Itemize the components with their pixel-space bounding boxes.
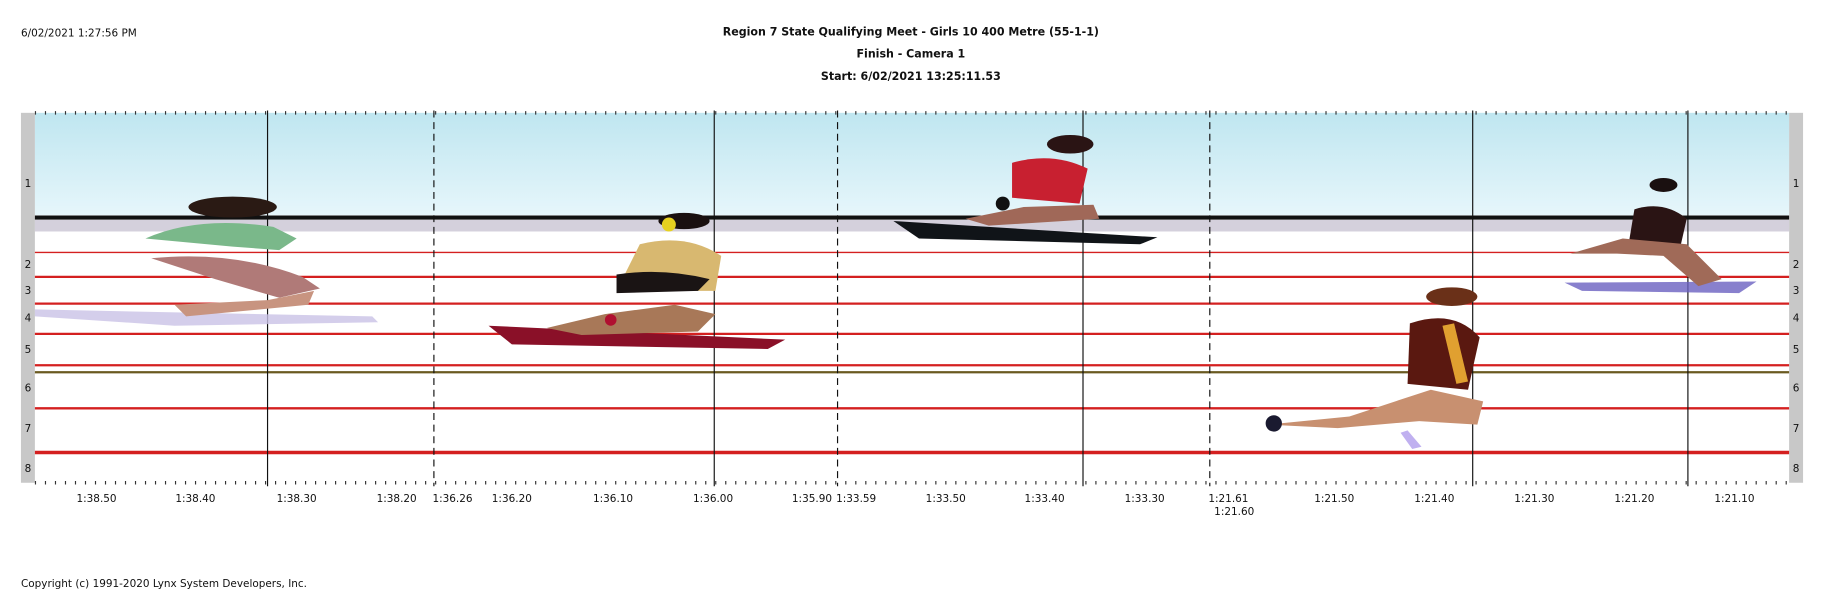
lane-label: 4 — [1793, 313, 1800, 325]
runner-lane-3 — [1564, 177, 1757, 294]
lane-label: 8 — [1793, 463, 1800, 475]
time-label: 1:33.40 — [1025, 493, 1065, 505]
lane-lines — [34, 251, 1790, 455]
runner-lane-5 — [488, 212, 786, 349]
time-label: 1:21.60 — [1214, 506, 1254, 518]
time-markers — [266, 110, 1689, 487]
time-label: 1:36.20 — [492, 493, 532, 505]
time-label: 1:21.10 — [1714, 493, 1754, 505]
lane-label: 2 — [1793, 259, 1800, 271]
lane-label: 5 — [25, 344, 32, 356]
time-label: 1:21.20 — [1614, 493, 1654, 505]
time-label: 1:36.10 — [593, 493, 633, 505]
lane-labels-left: 1 2 3 4 5 6 7 8 — [25, 178, 32, 475]
time-label: 1:21.30 — [1514, 493, 1554, 505]
lane-label: 7 — [25, 423, 32, 435]
lane-label: 7 — [1793, 423, 1800, 435]
runner-lane-1 — [893, 134, 1158, 245]
timestamp: 6/02/2021 1:27:56 PM — [21, 28, 137, 40]
time-label: 1:33.50 — [926, 493, 966, 505]
time-label: 1:21.40 — [1414, 493, 1454, 505]
lane-label: 1 — [1793, 178, 1800, 190]
start-time: Start: 6/02/2021 13:25:11.53 — [821, 70, 1001, 83]
lane-label: 8 — [25, 463, 32, 475]
time-label: 1:36.00 — [693, 493, 733, 505]
page-content: 6/02/2021 1:27:56 PM Region 7 State Qual… — [20, 26, 1804, 590]
time-label: 1:38.50 — [76, 493, 116, 505]
lane-label: 6 — [1793, 383, 1800, 395]
lane-strip-left — [20, 112, 35, 483]
lane-label: 6 — [25, 383, 32, 395]
lane-label: 4 — [25, 313, 32, 325]
subtitle: Finish - Camera 1 — [856, 48, 965, 61]
time-label: 1:33.59 — [836, 493, 876, 505]
lane-label: 5 — [1793, 344, 1800, 356]
time-label: 1:36.26 — [432, 493, 472, 505]
lane-label: 2 — [25, 259, 32, 271]
time-label: 1:35.90 — [792, 493, 832, 505]
time-label: 1:33.30 — [1125, 493, 1165, 505]
sky — [34, 112, 1790, 216]
lane-labels-right: 1 2 3 4 5 6 7 8 — [1793, 178, 1800, 475]
lane-strip-right — [1789, 112, 1804, 483]
time-labels: 1:38.50 1:38.40 1:38.30 1:38.20 1:36.26 1:36.… — [76, 493, 1754, 518]
title: Region 7 State Qualifying Meet - Girls 1… — [723, 26, 1099, 39]
time-label: 1:38.20 — [377, 493, 417, 505]
time-label: 1:21.50 — [1314, 493, 1354, 505]
runner-lane-6 — [1265, 287, 1484, 450]
copyright: Copyright (c) 1991-2020 Lynx System Deve… — [21, 578, 307, 590]
lane-label: 1 — [25, 178, 32, 190]
time-label: 1:21.61 — [1208, 493, 1248, 505]
lane-label: 3 — [1793, 285, 1800, 297]
time-label: 1:38.30 — [277, 493, 317, 505]
time-label: 1:38.40 — [175, 493, 215, 505]
lane-label: 3 — [25, 285, 32, 297]
runner-lane-4 — [34, 196, 379, 326]
